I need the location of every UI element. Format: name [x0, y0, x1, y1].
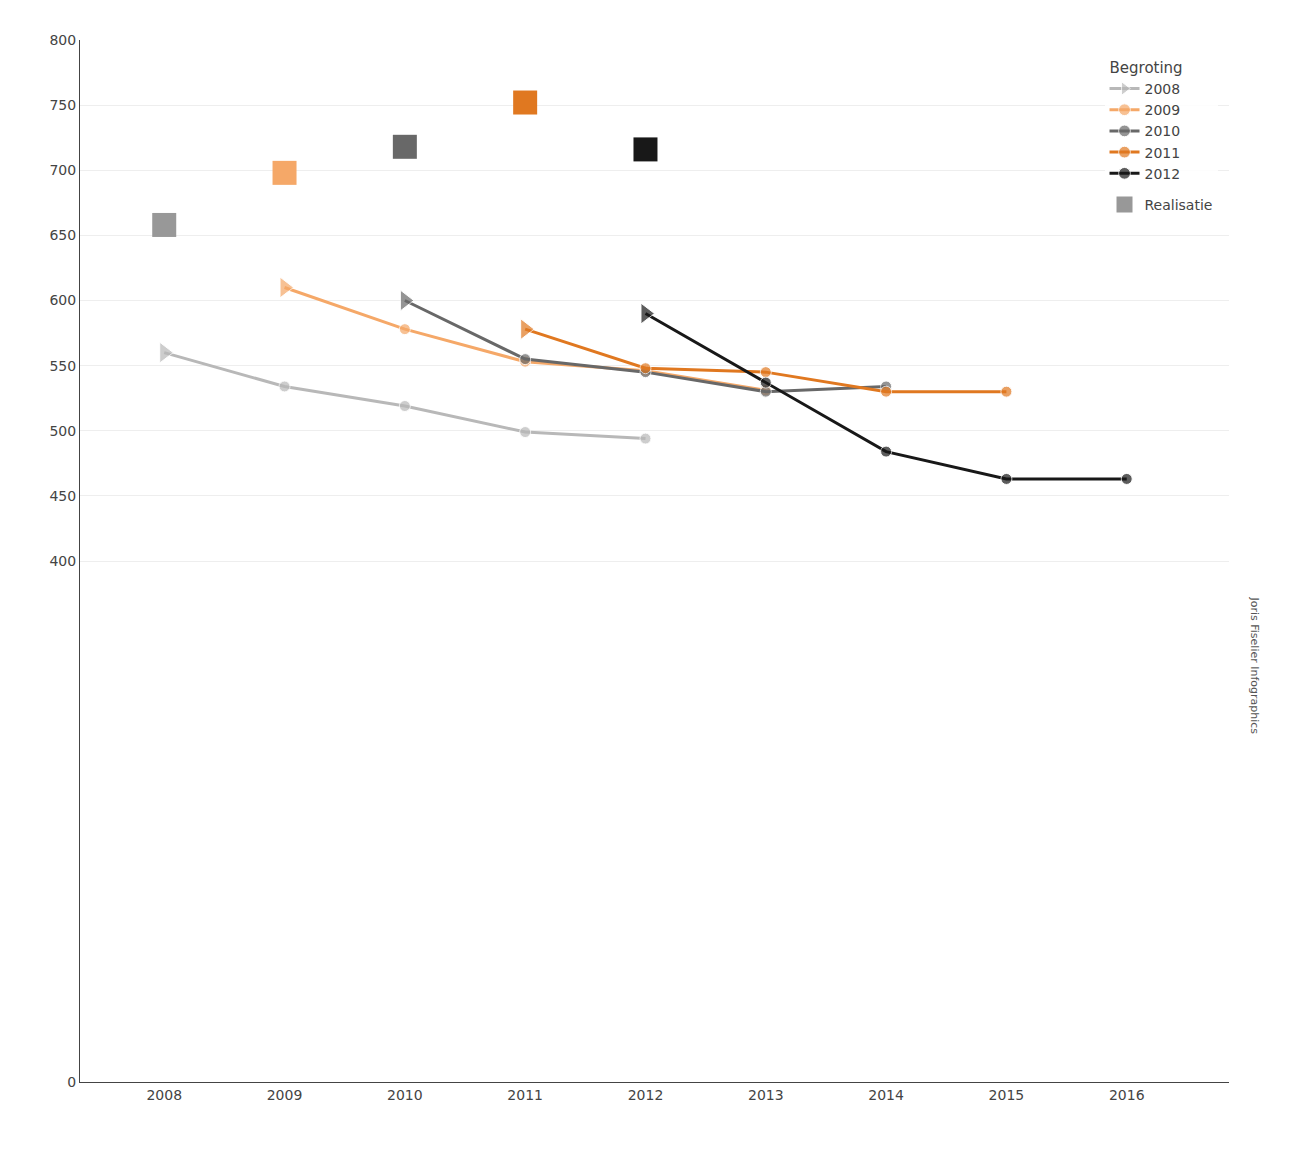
svg-text:450: 450 [49, 488, 76, 504]
svg-text:750: 750 [49, 97, 76, 113]
svg-text:0: 0 [67, 1074, 76, 1090]
svg-text:2008: 2008 [1145, 81, 1181, 97]
svg-text:2012: 2012 [1145, 166, 1181, 182]
svg-text:700: 700 [49, 162, 76, 178]
svg-text:2008: 2008 [146, 1087, 182, 1103]
svg-text:2016: 2016 [1109, 1087, 1145, 1103]
svg-text:2014: 2014 [868, 1087, 904, 1103]
svg-text:2013: 2013 [748, 1087, 784, 1103]
svg-text:2011: 2011 [1145, 145, 1181, 161]
svg-text:800: 800 [49, 32, 76, 48]
svg-text:2009: 2009 [267, 1087, 303, 1103]
svg-text:600: 600 [49, 292, 76, 308]
svg-text:2010: 2010 [1145, 123, 1181, 139]
svg-text:550: 550 [49, 358, 76, 374]
svg-text:500: 500 [49, 423, 76, 439]
svg-text:2012: 2012 [628, 1087, 664, 1103]
svg-text:Begroting: Begroting [1110, 59, 1183, 77]
svg-text:2011: 2011 [507, 1087, 543, 1103]
svg-text:Realisatie: Realisatie [1145, 197, 1213, 213]
svg-text:2009: 2009 [1145, 102, 1181, 118]
svg-text:650: 650 [49, 227, 76, 243]
svg-text:2010: 2010 [387, 1087, 423, 1103]
svg-text:Joris Fiselier Infographics: Joris Fiselier Infographics [1248, 596, 1261, 734]
svg-text:2015: 2015 [989, 1087, 1025, 1103]
svg-text:400: 400 [49, 553, 76, 569]
